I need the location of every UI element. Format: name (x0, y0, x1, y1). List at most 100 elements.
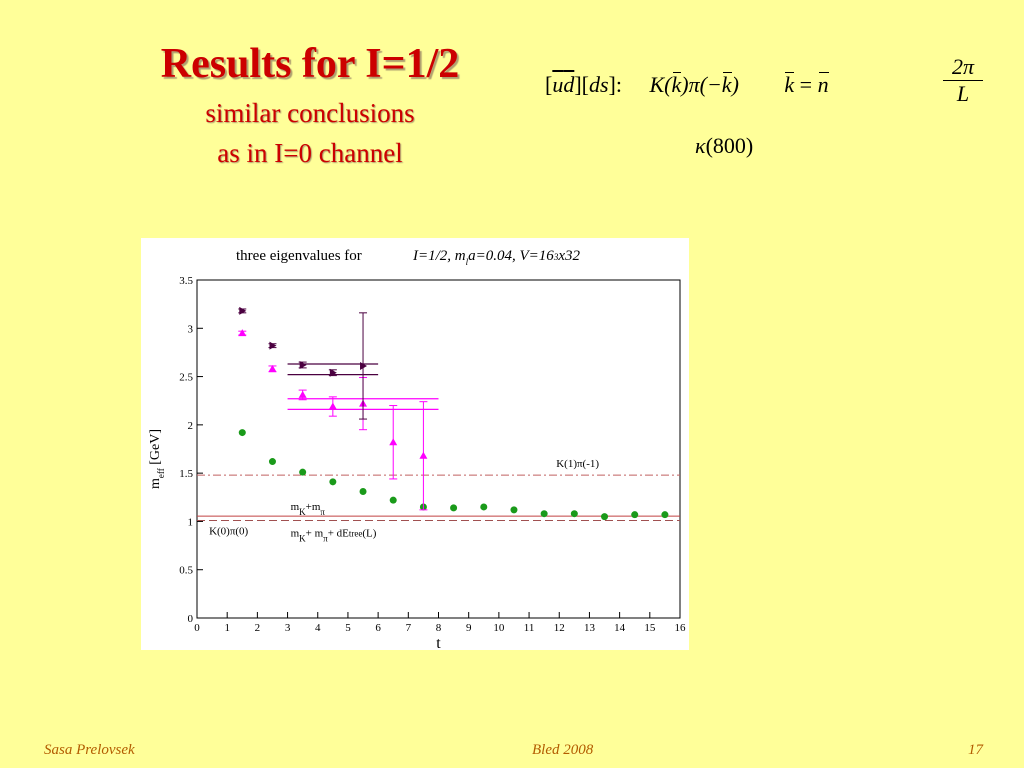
label-part: m (291, 501, 300, 513)
numerator: 2π (943, 54, 983, 81)
point (268, 364, 277, 372)
label-part: eff (156, 468, 166, 478)
x-tick-label: 10 (493, 622, 505, 634)
formula-part: ]: (608, 72, 622, 97)
point (268, 458, 276, 466)
x-tick-label: 4 (315, 622, 321, 634)
formula: κ(800) (695, 133, 753, 159)
label-part: K(0)π(0) (209, 525, 248, 537)
formula-part: (800) (705, 133, 754, 158)
point (540, 510, 548, 518)
formula-part: ) (731, 72, 739, 97)
x-tick-label: 2 (255, 622, 261, 634)
y-tick-label: 2.5 (179, 372, 193, 384)
label: mK+ mπ+ dEtree(L) (291, 527, 377, 543)
formula-part: K( (649, 72, 672, 97)
y-tick-label: 0 (188, 613, 194, 625)
formula-part: κ (695, 133, 706, 158)
footer-author: Sasa Prelovsek (44, 742, 135, 758)
x-tick-label: 3 (285, 622, 291, 634)
label-part: x32 (557, 248, 580, 264)
label-part: m (148, 478, 163, 489)
point (329, 478, 337, 486)
label: I=1/2, mla=0.04, V=163x32 (412, 248, 580, 267)
point (450, 504, 458, 512)
label-part: π (323, 533, 328, 543)
point (389, 496, 397, 504)
x-axis-label: t (436, 635, 441, 650)
point (359, 487, 367, 495)
label-part: +m (306, 501, 321, 513)
label-part: 3 (553, 252, 559, 262)
point (510, 506, 518, 514)
point (328, 402, 337, 410)
point (269, 341, 277, 350)
chart: three eigenvalues for I=1/2, mla=0.04, V=… (141, 238, 689, 650)
point (419, 451, 428, 459)
plot-frame (196, 279, 681, 619)
formula-part: k (721, 72, 732, 97)
point (299, 468, 307, 476)
label: meff [GeV] (148, 429, 166, 489)
slide-title: Results for I=1/2 (160, 41, 460, 87)
slide-subtitle: similar conclusions (205, 98, 415, 128)
label-part: K (299, 533, 306, 543)
footer-page: 17 (968, 742, 983, 758)
formula-part: u (552, 72, 564, 97)
point (389, 438, 398, 446)
point (570, 510, 578, 518)
y-tick-label: 1.5 (179, 468, 193, 480)
y-tick-label: 0.5 (179, 565, 193, 577)
point (239, 306, 247, 315)
label-part: tree (349, 528, 363, 538)
label: mK+mπ (291, 501, 326, 517)
x-tick-label: 7 (406, 622, 412, 634)
formula-part: [ (545, 72, 553, 97)
label-part: [GeV] (148, 429, 163, 468)
formula-part: k (671, 72, 682, 97)
point (238, 429, 246, 437)
label-part: + m (306, 527, 324, 539)
label-part: K (299, 507, 306, 517)
label-part: a=0.04, V=16 (468, 248, 554, 264)
formula-part: )π(− (681, 72, 722, 97)
y-tick-label: 3 (188, 323, 194, 335)
label: K(0)π(0) (209, 525, 248, 537)
point (631, 511, 639, 519)
slide-subtitle: as in I=0 channel (217, 138, 403, 168)
point (298, 390, 307, 398)
x-tick-label: 6 (375, 622, 381, 634)
x-tick-label: 8 (436, 622, 442, 634)
footer-event: Bled 2008 (532, 742, 594, 758)
formula-part: n (817, 72, 829, 97)
y-tick-label: 1 (188, 516, 194, 528)
formula-part: = (794, 72, 818, 97)
label-part: l (466, 257, 469, 267)
label-part: I=1/2, m (412, 248, 466, 264)
denominator: L (956, 81, 970, 106)
x-tick-label: 0 (194, 622, 200, 634)
x-tick-label: 15 (644, 622, 656, 634)
point (238, 329, 247, 337)
x-tick-label: 13 (584, 622, 596, 634)
formula: [ud][ds]: K(k)π(−k) k = n (545, 72, 829, 98)
x-tick-label: 1 (224, 622, 230, 634)
chart-title: three eigenvalues for (236, 248, 362, 264)
formula-part: k (784, 72, 795, 97)
formula-part: d (563, 72, 575, 97)
x-tick-label: 5 (345, 622, 351, 634)
formula-part: ds (588, 72, 609, 97)
point (299, 360, 307, 369)
point (480, 503, 488, 511)
label-part: m (291, 527, 300, 539)
x-tick-label: 9 (466, 622, 472, 634)
label-part: + dE (328, 527, 349, 539)
formula-part: ][ (574, 72, 589, 97)
label: K(1)π(-1) (556, 458, 599, 470)
fraction: 2π L (943, 54, 983, 107)
label-part: π (320, 507, 325, 517)
y-tick-label: 3.5 (179, 275, 193, 287)
x-tick-label: 16 (675, 622, 687, 634)
label-part: K(1)π(-1) (556, 458, 599, 470)
